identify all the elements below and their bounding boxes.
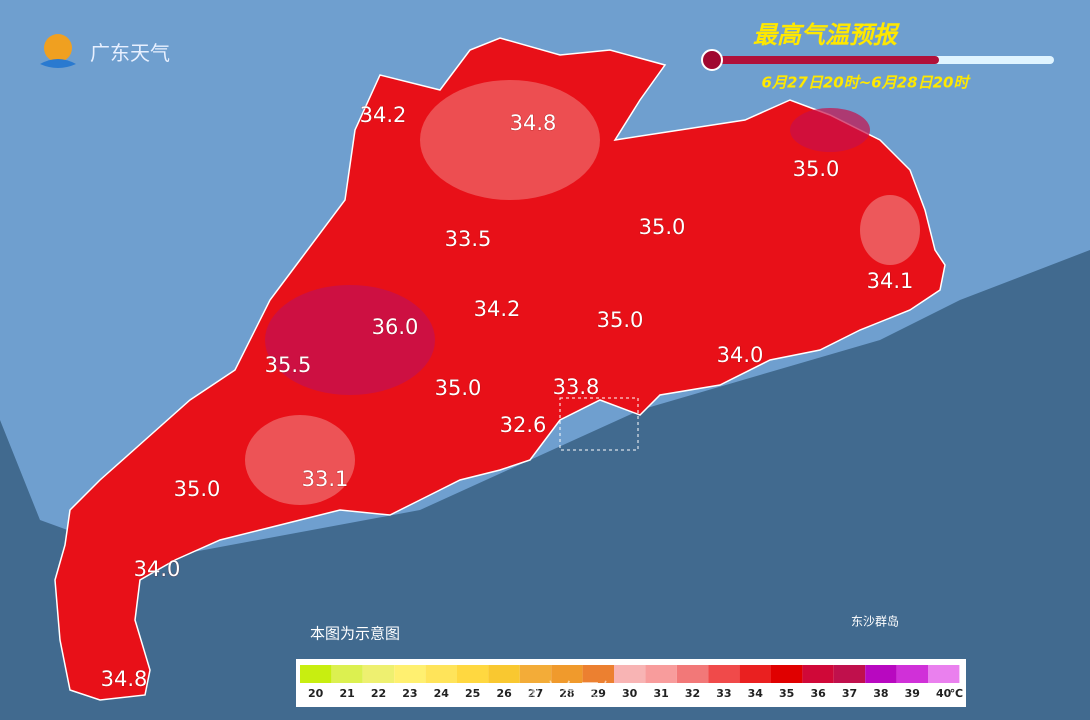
logo: 广东天气 bbox=[40, 34, 170, 68]
logo-icon bbox=[40, 59, 76, 68]
temperature-label: 34.2 bbox=[474, 297, 521, 321]
logo-text: 广东天气 bbox=[90, 41, 170, 65]
temperature-label: 34.8 bbox=[101, 667, 148, 691]
legend-swatch bbox=[771, 665, 803, 683]
watermark: @广东天气 bbox=[520, 679, 620, 703]
legend-label: 27 bbox=[528, 687, 543, 700]
title: 最高气温预报 bbox=[753, 21, 900, 49]
legend-label: 23 bbox=[402, 687, 417, 700]
legend-label: 25 bbox=[465, 687, 480, 700]
legend-swatch bbox=[300, 665, 332, 683]
legend-unit: ℃ bbox=[950, 687, 963, 700]
legend-swatch bbox=[739, 665, 771, 683]
temperature-label: 35.0 bbox=[793, 157, 840, 181]
legend-label: 37 bbox=[842, 687, 857, 700]
legend-swatch bbox=[519, 665, 552, 683]
temperature-label: 33.1 bbox=[302, 467, 349, 491]
legend-label: 20 bbox=[308, 687, 324, 700]
temperature-label: 34.2 bbox=[360, 103, 407, 127]
legend-swatch bbox=[551, 665, 583, 683]
hk-box bbox=[559, 397, 639, 451]
legend-swatch bbox=[614, 665, 646, 683]
legend-swatch bbox=[896, 665, 928, 683]
legend-label: 24 bbox=[434, 687, 450, 700]
temperature-label: 36.0 bbox=[372, 315, 419, 339]
temperature-label: 35.0 bbox=[639, 215, 686, 239]
legend-label: 26 bbox=[496, 687, 512, 700]
legend-swatch bbox=[331, 665, 363, 683]
guangdong bbox=[54, 37, 946, 701]
legend: 20 21 22 23 24 25 26 27 28 29 30 31 32 33 34 35 36 37 38 39… bbox=[300, 665, 963, 700]
legend-label: 33 bbox=[716, 687, 731, 700]
legend-label: 31 bbox=[653, 687, 668, 700]
legend-label: 32 bbox=[685, 687, 700, 700]
legend-swatch bbox=[457, 665, 489, 683]
temperature-label: 34.8 bbox=[510, 111, 557, 135]
cooler-area bbox=[860, 195, 920, 265]
legend-swatch bbox=[582, 665, 614, 683]
subtitle: 6月27日20时~6月28日20时 bbox=[762, 74, 972, 92]
hot-area bbox=[790, 108, 870, 152]
legend-label: 29 bbox=[591, 687, 606, 700]
legend-label: 21 bbox=[339, 687, 354, 700]
logo-icon bbox=[44, 34, 72, 62]
legend-label: 22 bbox=[371, 687, 386, 700]
temperature-label: 34.1 bbox=[867, 269, 914, 293]
temperature-labels: 34.2 34.8 35.0 33.5 35.0 34.1 34.2 36.0 35.0 35.5… bbox=[100, 103, 914, 692]
legend-swatch bbox=[928, 665, 960, 683]
legend-swatch bbox=[708, 665, 740, 683]
legend-swatch bbox=[488, 665, 520, 683]
legend-swatch bbox=[362, 665, 395, 683]
legend-swatch bbox=[676, 665, 709, 683]
legend-label: 35 bbox=[779, 687, 794, 700]
cooler-area bbox=[420, 80, 600, 200]
legend-label: 40 bbox=[936, 687, 952, 700]
temperature-label: 35.0 bbox=[435, 376, 482, 400]
legend-swatch bbox=[645, 665, 677, 683]
island-label: 东沙群岛 bbox=[851, 614, 899, 629]
temperature-label: 35.0 bbox=[174, 477, 221, 501]
legend-swatch bbox=[865, 665, 897, 683]
legend-label: 38 bbox=[873, 687, 888, 700]
note: 本图为示意图 bbox=[310, 625, 400, 643]
temperature-label: 32.6 bbox=[500, 413, 547, 437]
temperature-label: 35.5 bbox=[265, 353, 312, 377]
legend-swatch bbox=[833, 665, 866, 683]
legend-swatch bbox=[425, 665, 457, 683]
temperature-label: 35.0 bbox=[597, 308, 644, 332]
hot-area bbox=[265, 285, 435, 395]
cooler-area bbox=[245, 415, 355, 505]
legend-label: 28 bbox=[559, 687, 574, 700]
legend-label: 36 bbox=[810, 687, 826, 700]
title-dot bbox=[701, 49, 723, 71]
legend-label: 30 bbox=[622, 687, 638, 700]
temperature-label: 34.0 bbox=[717, 343, 764, 367]
legend-swatch bbox=[802, 665, 834, 683]
temperature-label: 33.8 bbox=[553, 375, 600, 399]
legend-label: 39 bbox=[905, 687, 920, 700]
temperature-label: 33.5 bbox=[445, 227, 492, 251]
legend-swatch bbox=[394, 665, 426, 683]
legend-label: 34 bbox=[748, 687, 764, 700]
temperature-label: 34.0 bbox=[134, 557, 181, 581]
